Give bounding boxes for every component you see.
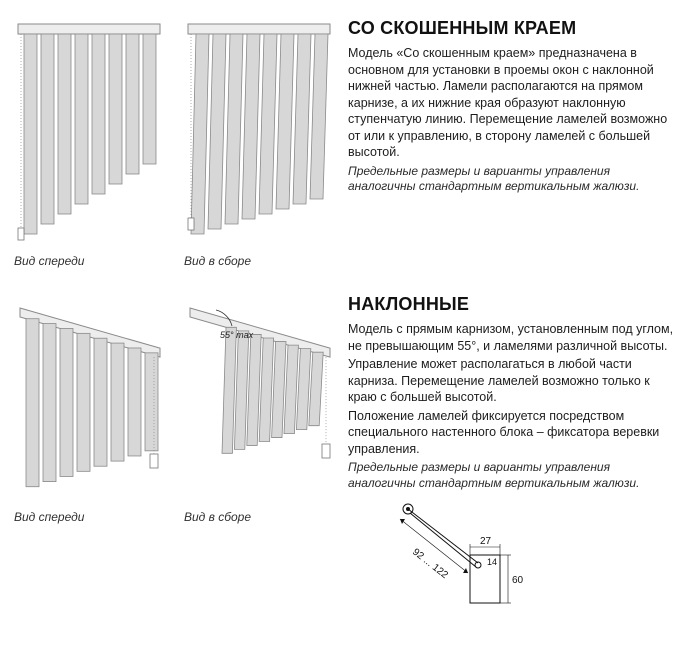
note-beveled: Предельные размеры и варианты управления… [348,164,676,195]
para-inclined-1: Модель с прямым карнизом, установленным … [348,321,676,354]
section-inclined: Вид спереди 55° max Вид в сборе НАКЛОННЫ… [14,294,676,620]
svg-text:60: 60 [512,575,524,586]
fig-inclined-front [14,294,164,504]
fig-bracket-dims: 92 ... 122 27 14 60 [350,495,550,615]
heading-beveled: СО СКОШЕННЫМ КРАЕМ [348,18,676,39]
para-inclined-3: Положение ламелей фиксируется посредство… [348,408,676,458]
fig-beveled-front [14,18,164,248]
text-inclined: НАКЛОННЫЕ Модель с прямым карнизом, уста… [348,294,676,620]
caption-front: Вид спереди [14,254,84,268]
caption-assy-2: Вид в сборе [184,510,251,524]
figs-beveled: Вид спереди Вид в сборе [14,18,334,268]
caption-assy: Вид в сборе [184,254,251,268]
para-inclined-2: Управление может располагаться в любой ч… [348,356,676,406]
fig-beveled-assy [184,18,334,248]
svg-text:55° max: 55° max [220,330,254,340]
svg-text:27: 27 [480,536,492,547]
figs-inclined: Вид спереди 55° max Вид в сборе [14,294,334,620]
caption-front-2: Вид спереди [14,510,84,524]
note-inclined: Предельные размеры и варианты управления… [348,460,676,491]
svg-text:92 ... 122: 92 ... 122 [410,547,450,582]
fig-inclined-assy: 55° max [184,294,334,504]
heading-inclined: НАКЛОННЫЕ [348,294,676,315]
text-beveled: СО СКОШЕННЫМ КРАЕМ Модель «Со скошенным … [348,18,676,268]
section-beveled: Вид спереди Вид в сборе СО СКОШЕННЫМ КРА… [14,18,676,268]
svg-text:14: 14 [487,557,497,567]
para-beveled-1: Модель «Со скошенным краем» предназначен… [348,45,676,161]
